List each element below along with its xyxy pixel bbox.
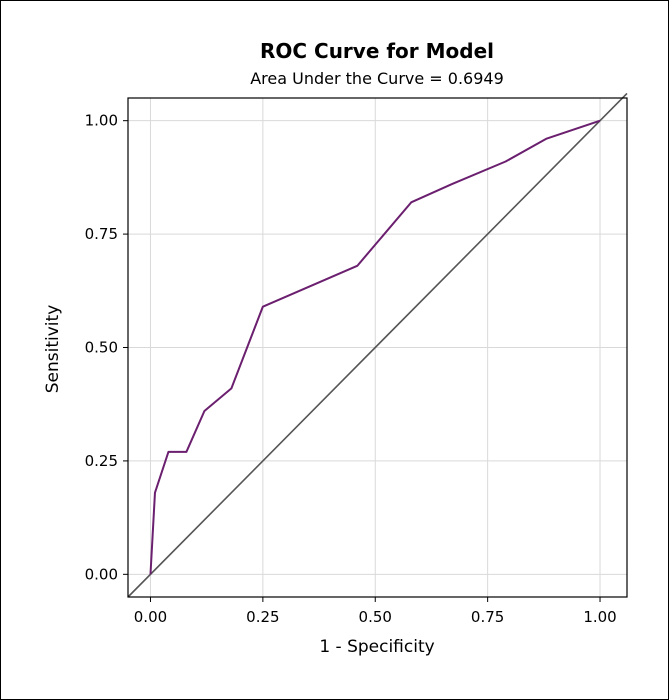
x-tick-label: 0.75	[471, 608, 504, 626]
y-axis-title: Sensitivity	[43, 305, 63, 394]
chart-subtitle: Area Under the Curve = 0.6949	[250, 69, 504, 88]
y-tick-label: 0.25	[85, 452, 118, 470]
chart-title: ROC Curve for Model	[260, 39, 494, 63]
x-axis-title: 1 - Specificity	[319, 637, 434, 657]
y-tick-label: 0.50	[85, 339, 118, 357]
x-tick-label: 1.00	[583, 608, 616, 626]
y-tick-label: 0.00	[85, 565, 118, 583]
y-tick-label: 0.75	[85, 225, 118, 243]
x-tick-label: 0.25	[246, 608, 279, 626]
x-tick-label: 0.50	[359, 608, 392, 626]
roc-curve-line	[149, 119, 601, 575]
y-tick-label: 1.00	[85, 112, 118, 130]
x-tick-label: 0.00	[134, 608, 167, 626]
plot-lines	[127, 92, 628, 598]
reference-diagonal-line	[127, 92, 628, 598]
tick-layer: 0.00 0.25 0.50 0.75 1.00 0.00 0.25 0.50 0.75 1.00	[85, 112, 617, 626]
gridlines	[128, 98, 627, 597]
